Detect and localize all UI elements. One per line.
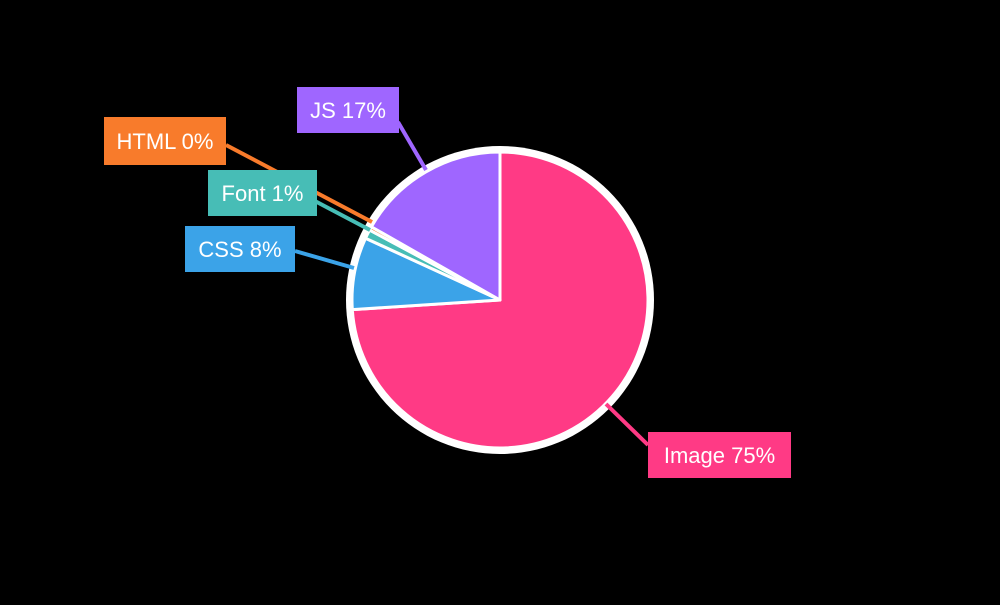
label-box-html xyxy=(104,117,226,165)
label-font: Font 1% xyxy=(208,170,317,216)
leader-line-font xyxy=(312,198,371,232)
label-text-font: Font 1% xyxy=(222,181,304,206)
label-text-css: CSS 8% xyxy=(198,237,281,262)
label-box-image xyxy=(648,432,791,478)
label-box-font xyxy=(208,170,317,216)
label-js: JS 17% xyxy=(297,87,399,133)
label-css: CSS 8% xyxy=(185,226,295,272)
pie-slices xyxy=(346,146,654,454)
label-text-html: HTML 0% xyxy=(117,129,214,154)
leader-line-js xyxy=(396,120,428,172)
slice-labels: Image 75% CSS 8% Font 1% HTML 0% JS 17% xyxy=(104,87,791,478)
label-box-js xyxy=(297,87,399,133)
label-text-image: Image 75% xyxy=(664,443,775,468)
label-image: Image 75% xyxy=(648,432,791,478)
label-html: HTML 0% xyxy=(104,117,226,165)
leader-line-image xyxy=(604,402,650,447)
leader-line-css xyxy=(294,249,355,270)
label-box-css xyxy=(185,226,295,272)
label-text-js: JS 17% xyxy=(310,98,386,123)
pie-slice-js[interactable] xyxy=(369,150,502,302)
